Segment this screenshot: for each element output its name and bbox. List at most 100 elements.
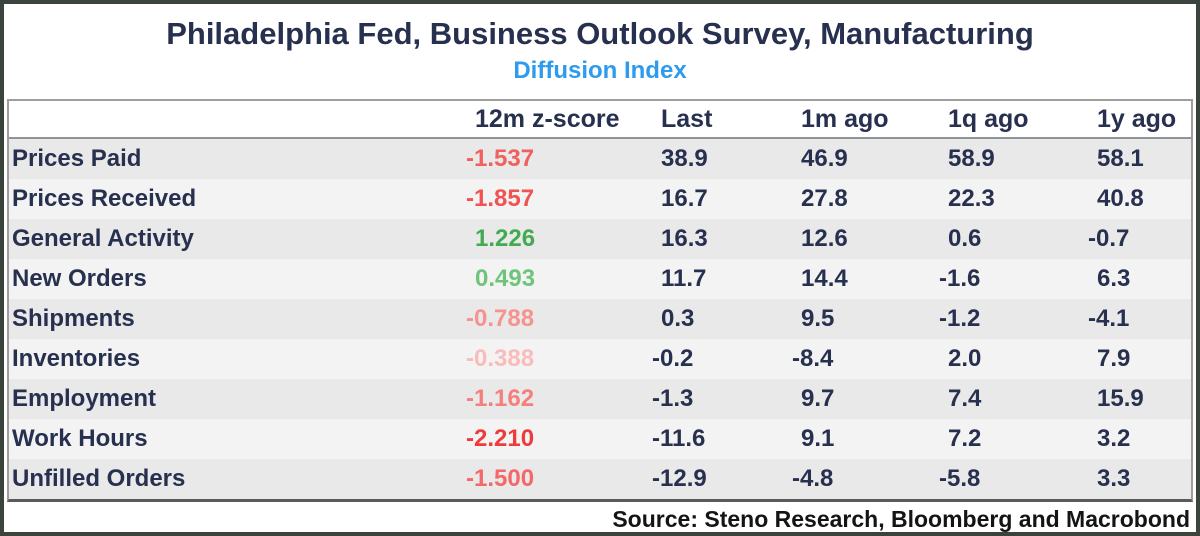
cell-value: 16.7 [661,185,708,212]
row-label-text: Unfilled Orders [12,465,186,492]
row-label-text: Prices Paid [12,145,142,172]
value-cell: 2.0 [941,339,1090,379]
cell-value: 15.9 [1097,385,1144,412]
row-label: General Activity [9,219,468,259]
value-cell: 58.9 [941,139,1090,179]
source-note: Source: Steno Research, Bloomberg and Ma… [612,506,1190,532]
cell-value: 27.8 [801,185,848,212]
cell-value: -4.8 [792,465,834,492]
value-cell: 46.9 [794,139,941,179]
table-row: New Orders 0.493 11.7 14.4 -1.6 6.3 [9,259,1191,299]
value-cell: -4.8 [792,459,941,499]
value-cell: 3.3 [1090,459,1191,499]
cell-value: 7.9 [1097,345,1131,372]
page-subtitle: Diffusion Index [513,57,687,84]
cell-value: 3.2 [1097,425,1131,452]
cell-value: -2.210 [466,425,535,452]
table-row: Inventories -0.388 -0.2 -8.4 2.0 7.9 [9,339,1191,379]
column-header-label: 1y ago [1097,104,1177,133]
value-cell: -12.9 [652,459,794,499]
table-row: Prices Paid -1.537 38.9 46.9 58.9 58.1 [9,139,1191,179]
cell-value: 7.2 [948,425,982,452]
value-cell: -11.6 [652,419,794,459]
cell-value: -11.6 [652,425,706,452]
z-score-cell: -1.537 [466,139,654,179]
row-label-text: Shipments [12,305,135,332]
cell-value: -1.162 [466,385,535,412]
z-score-cell: -2.210 [466,419,654,459]
cell-value: -4.1 [1088,305,1130,332]
cell-value: 9.7 [801,385,835,412]
row-label: Work Hours [9,419,468,459]
cell-value: -1.2 [939,305,981,332]
value-cell: 7.9 [1090,339,1191,379]
cell-value: -12.9 [652,465,707,492]
table-header-row: 12m z-score Last 1m ago 1q ago 1y ago [9,101,1191,139]
cell-value: 11.7 [661,265,707,292]
cell-value: 16.3 [661,225,708,252]
row-label-text: New Orders [12,265,147,292]
cell-value: -0.388 [466,345,535,372]
cell-value: -1.857 [466,185,535,212]
z-score-cell: -1.500 [466,459,654,499]
cell-value: 1.226 [475,225,536,252]
cell-value: 38.9 [661,145,708,172]
value-cell: 38.9 [654,139,794,179]
value-cell: 9.7 [794,379,941,419]
row-label: Prices Received [9,179,468,219]
row-label: Employment [9,379,468,419]
column-header: 1y ago [1090,101,1191,137]
cell-value: 22.3 [948,185,995,212]
column-header: Last [654,101,794,137]
value-cell: 22.3 [941,179,1090,219]
cell-value: 58.9 [948,145,995,172]
cell-value: -0.7 [1088,225,1130,252]
cell-value: 0.3 [661,305,695,332]
table-row: Shipments -0.788 0.3 9.5 -1.2 -4.1 [9,299,1191,339]
table-body: Prices Paid -1.537 38.9 46.9 58.9 58.1 Prices … [9,139,1191,499]
value-cell: 15.9 [1090,379,1191,419]
cell-value: -1.500 [466,465,535,492]
cell-value: 14.4 [801,265,848,292]
z-score-cell: -0.788 [466,299,654,339]
cell-value: 46.9 [801,145,848,172]
cell-value: -8.4 [792,345,834,372]
z-score-cell: -0.388 [466,339,654,379]
cell-value: 2.0 [948,345,982,372]
value-cell: -0.2 [652,339,794,379]
value-cell: 40.8 [1090,179,1191,219]
z-score-cell: -1.162 [466,379,654,419]
z-score-cell: 0.493 [468,259,654,299]
column-header-rowlabel [9,101,468,137]
table-row: Employment -1.162 -1.3 9.7 7.4 15.9 [9,379,1191,419]
value-cell: 0.6 [941,219,1090,259]
cell-value: -1.3 [652,385,694,412]
value-cell: 16.3 [654,219,794,259]
row-label: Prices Paid [9,139,468,179]
row-label-text: General Activity [12,225,194,252]
value-cell: 9.1 [794,419,941,459]
value-cell: 0.3 [654,299,794,339]
cell-value: 9.1 [801,425,835,452]
table-row: Unfilled Orders -1.500 -12.9 -4.8 -5.8 3.3 [9,459,1191,499]
z-score-cell: 1.226 [468,219,654,259]
value-cell: 7.2 [941,419,1090,459]
page-title: Philadelphia Fed, Business Outlook Surve… [166,16,1034,51]
value-cell: 6.3 [1090,259,1191,299]
cell-value: 9.5 [801,305,835,332]
row-label-text: Work Hours [12,425,148,452]
value-cell: -5.8 [939,459,1090,499]
column-header: 12m z-score [468,101,654,137]
row-label-text: Inventories [12,345,141,372]
cell-value: 0.493 [475,265,536,292]
value-cell: 14.4 [794,259,941,299]
row-label: Inventories [9,339,468,379]
value-cell: 58.1 [1090,139,1191,179]
column-header-label: 1q ago [948,104,1029,133]
z-score-cell: -1.857 [466,179,654,219]
value-cell: -4.1 [1088,299,1191,339]
table-row: Work Hours -2.210 -11.6 9.1 7.2 3.2 [9,419,1191,459]
value-cell: 11.7 [654,259,794,299]
cell-value: 7.4 [948,385,982,412]
row-label-text: Prices Received [12,185,197,212]
